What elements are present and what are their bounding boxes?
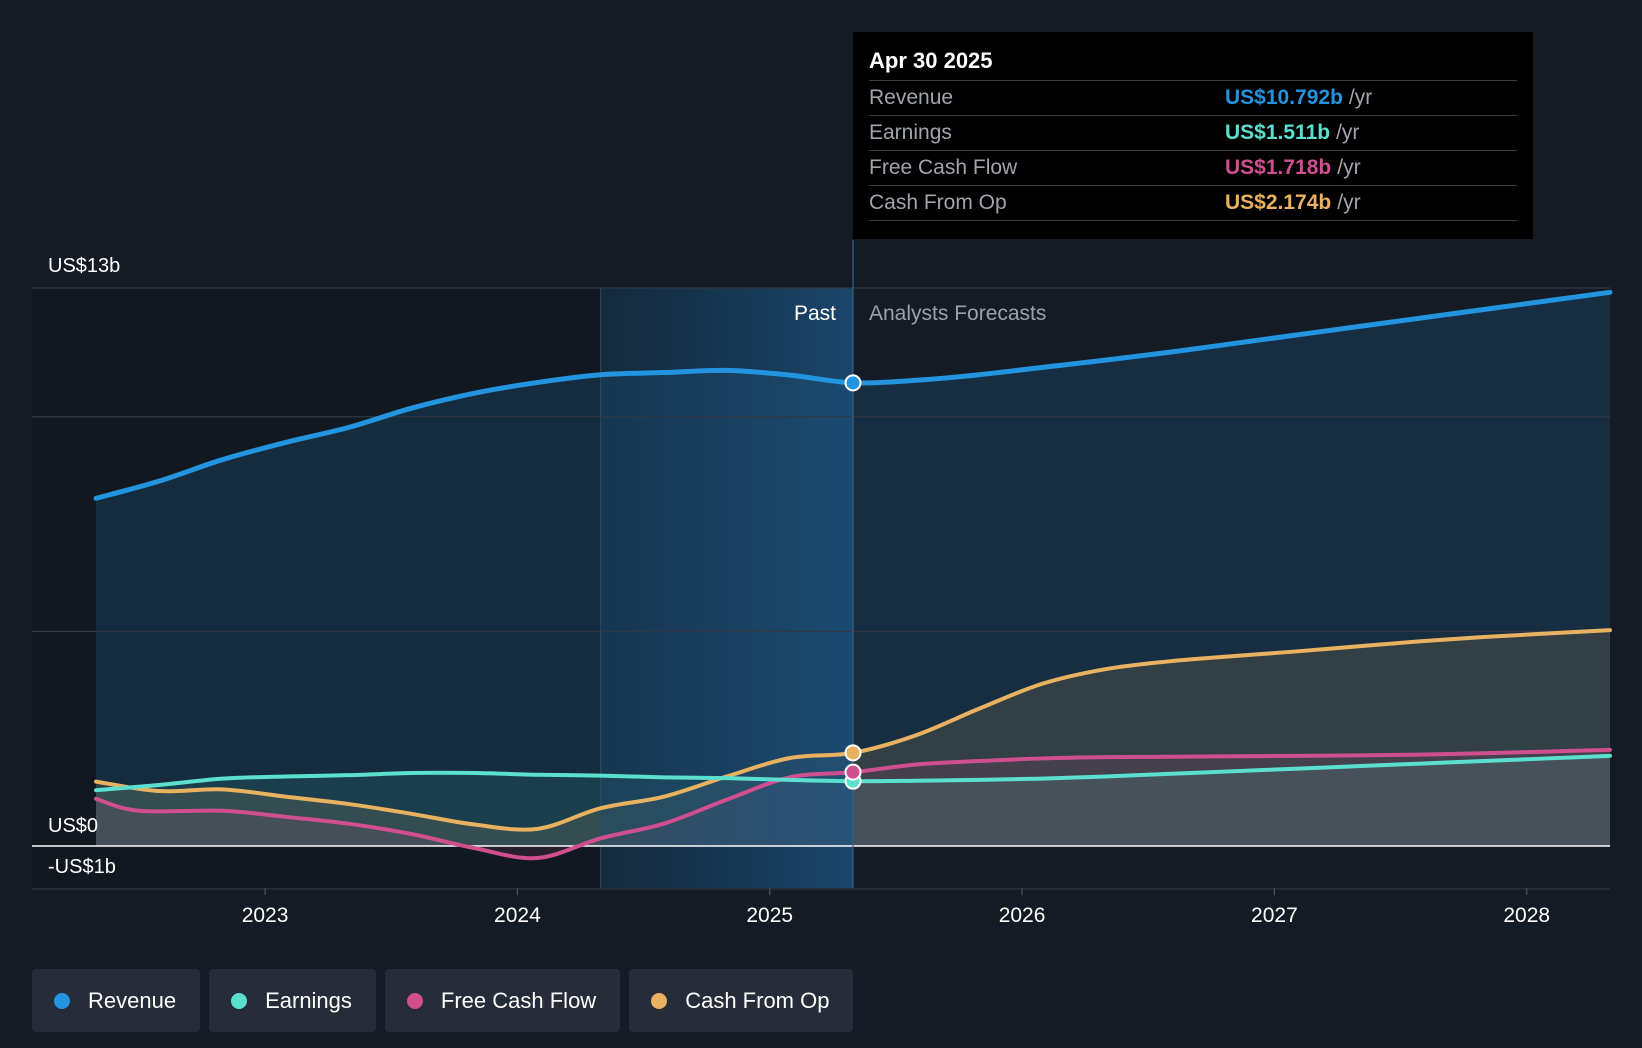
x-tick-label: 2025 xyxy=(746,904,793,927)
tooltip-value: US$1.718b xyxy=(1225,156,1332,179)
x-tick-label: 2023 xyxy=(242,904,289,927)
legend-item-earnings[interactable]: Earnings xyxy=(209,969,376,1032)
legend-dot-icon xyxy=(651,992,668,1009)
tooltip-date: Apr 30 2025 xyxy=(869,48,993,73)
tooltip-label: Free Cash Flow xyxy=(869,156,1018,179)
tooltip-value: US$1.511b xyxy=(1225,121,1331,144)
marker-free-cash-flow xyxy=(844,763,862,781)
tooltip-label: Cash From Op xyxy=(869,191,1007,214)
line-revenue xyxy=(93,289,1613,501)
line-free-cash-flow xyxy=(94,747,1612,861)
x-tick-label: 2024 xyxy=(494,904,541,927)
tooltip-value: US$2.174b xyxy=(1225,191,1332,214)
area-cash-from-op xyxy=(96,630,1610,846)
legend-dot-icon xyxy=(231,992,248,1009)
marker-cash-from-op xyxy=(844,744,862,762)
y-tick-label: -US$1b xyxy=(48,856,116,878)
tooltip-label: Revenue xyxy=(869,86,954,109)
legend-dot-icon xyxy=(54,992,70,1009)
legend-item-revenue[interactable]: Revenue xyxy=(32,969,201,1032)
past-label: Past xyxy=(794,302,836,325)
tooltip-row-free-cash-flow: Free Cash Flow US$1.718b /yr xyxy=(869,150,1517,185)
y-tick-label: US$0 xyxy=(48,815,98,837)
legend: Revenue Earnings Free Cash Flow Cash Fro… xyxy=(32,969,854,1032)
legend-item-free-cash-flow[interactable]: Free Cash Flow xyxy=(384,969,621,1032)
legend-label: Cash From Op xyxy=(685,987,830,1013)
legend-label: Earnings xyxy=(265,987,352,1013)
legend-dot-icon xyxy=(406,992,423,1009)
tooltip-unit: /yr xyxy=(1348,86,1373,109)
tooltip-label: Earnings xyxy=(869,121,952,144)
legend-label: Revenue xyxy=(88,987,177,1013)
forecast-label: Analysts Forecasts xyxy=(869,302,1046,325)
tooltip-unit: /yr xyxy=(1337,156,1361,179)
legend-item-cash-from-op[interactable]: Cash From Op xyxy=(629,969,854,1032)
tooltip-unit: /yr xyxy=(1337,191,1361,214)
x-tick-label: 2028 xyxy=(1503,904,1550,927)
tooltip-value: US$10.792b xyxy=(1225,86,1343,109)
tooltip-row-earnings: Earnings US$1.511b /yr xyxy=(869,115,1517,150)
tooltip-row-cash-from-op: Cash From Op US$2.174b /yr xyxy=(869,185,1517,221)
tooltip-panel: Apr 30 2025 Revenue US$10.792b /yr Earni… xyxy=(853,32,1533,239)
tooltip-unit: /yr xyxy=(1336,121,1360,144)
marker-revenue xyxy=(844,374,862,392)
x-tick-label: 2026 xyxy=(999,904,1046,927)
x-tick-label: 2027 xyxy=(1251,904,1298,927)
y-tick-label: US$13b xyxy=(48,255,120,277)
highlight-band xyxy=(600,288,853,888)
tooltip-row-revenue: Revenue US$10.792b /yr xyxy=(869,80,1517,115)
legend-label: Free Cash Flow xyxy=(440,987,597,1013)
